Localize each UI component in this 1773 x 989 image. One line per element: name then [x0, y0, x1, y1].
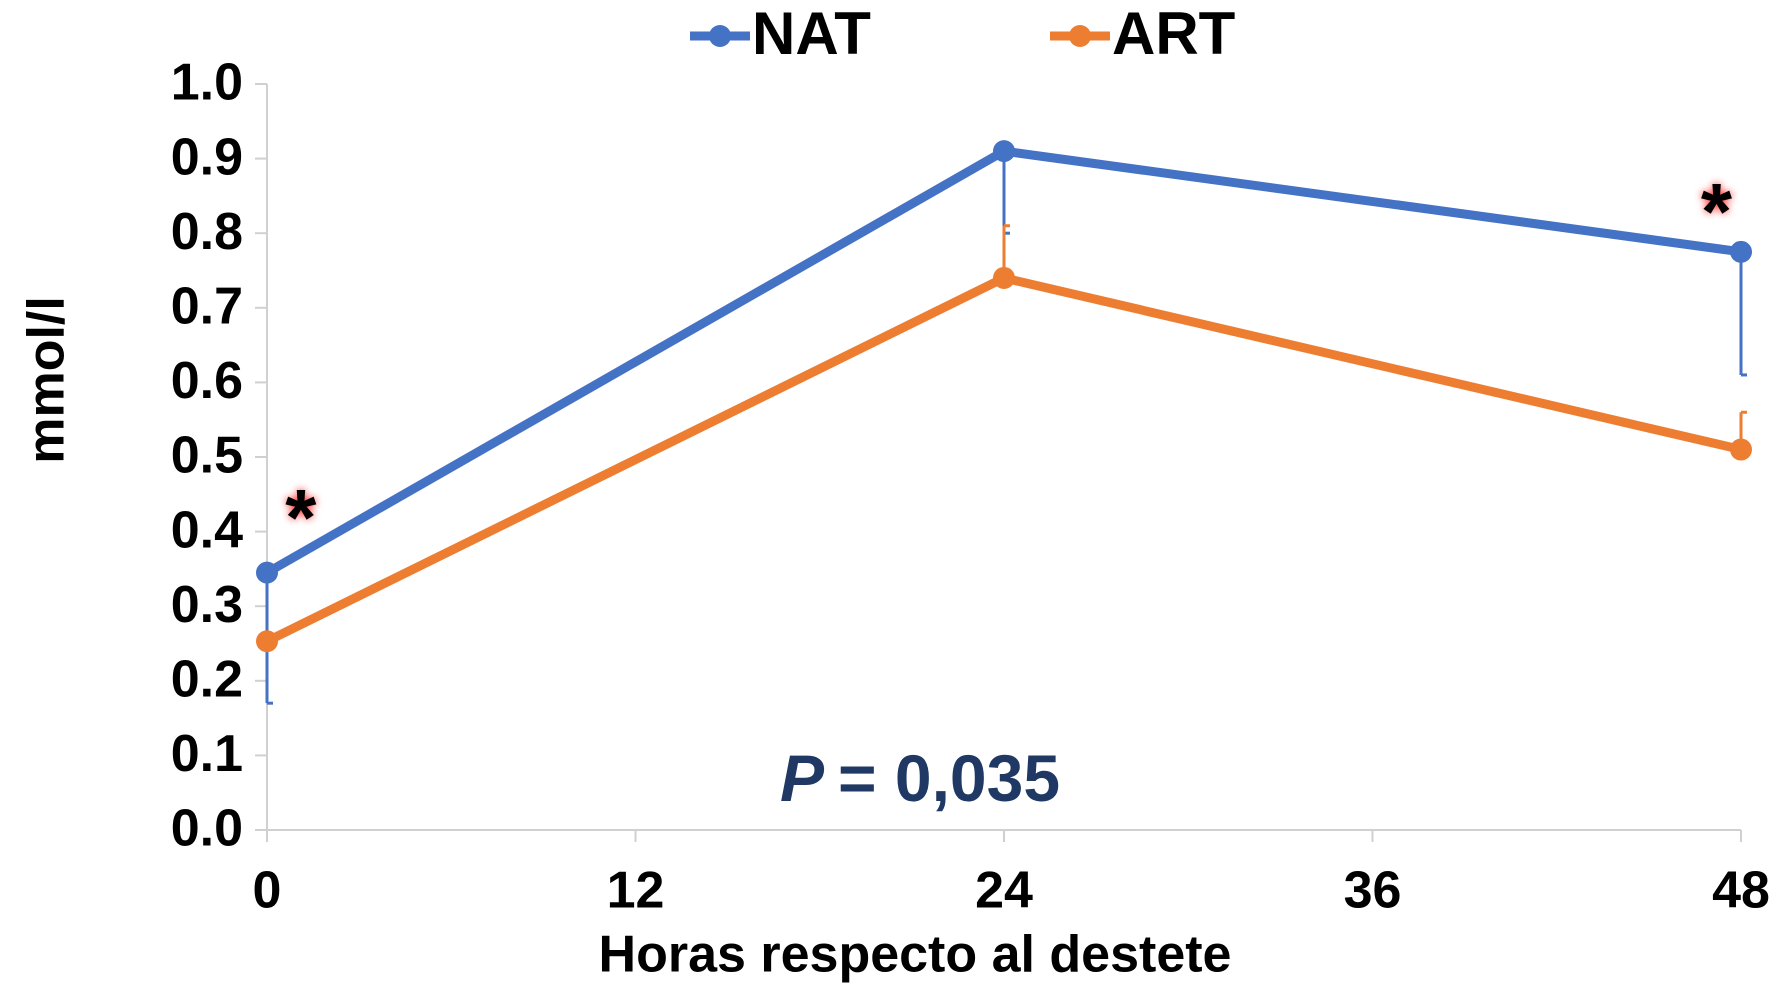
y-tick-label: 0.1 — [171, 725, 243, 783]
y-tick-label: 0.9 — [171, 128, 243, 186]
y-tick-label: 0.4 — [171, 501, 243, 559]
y-tick-label: 0.8 — [171, 203, 243, 261]
y-tick-label: 0.2 — [171, 651, 243, 709]
legend-marker — [709, 25, 731, 47]
legend-label: ART — [1112, 0, 1235, 67]
point — [1730, 438, 1752, 461]
p-text: = 0,035 — [838, 741, 1060, 815]
x-axis-label: Horas respecto al destete — [599, 926, 1232, 984]
p-symbol: P — [780, 741, 825, 815]
y-tick-label: 0.0 — [171, 800, 243, 858]
x-tick-label: 12 — [607, 862, 665, 920]
annotation: * — [285, 473, 317, 562]
point — [256, 561, 278, 584]
y-axis-label: mmol/l — [18, 296, 76, 464]
legend-label: NAT — [752, 0, 871, 67]
annotation: * — [1701, 167, 1733, 256]
y-tick-label: 1.0 — [171, 54, 243, 112]
point — [993, 140, 1015, 163]
point — [993, 266, 1015, 289]
y-tick-label: 0.7 — [171, 278, 243, 336]
point — [1730, 240, 1752, 263]
x-tick-label: 24 — [975, 862, 1033, 920]
y-tick-label: 0.6 — [171, 352, 243, 410]
error-bar — [1002, 151, 1010, 235]
y-tick-label: 0.3 — [171, 576, 243, 634]
x-tick-label: 0 — [253, 862, 282, 920]
legend-marker — [1069, 25, 1091, 47]
error-bar — [1739, 251, 1747, 377]
x-tick-label: 48 — [1712, 862, 1770, 920]
p-value: P = 0,035 — [780, 741, 1060, 815]
point — [256, 630, 278, 653]
x-tick-label: 36 — [1344, 862, 1402, 920]
series-line — [265, 273, 1743, 646]
y-tick-label: 0.5 — [171, 427, 243, 485]
